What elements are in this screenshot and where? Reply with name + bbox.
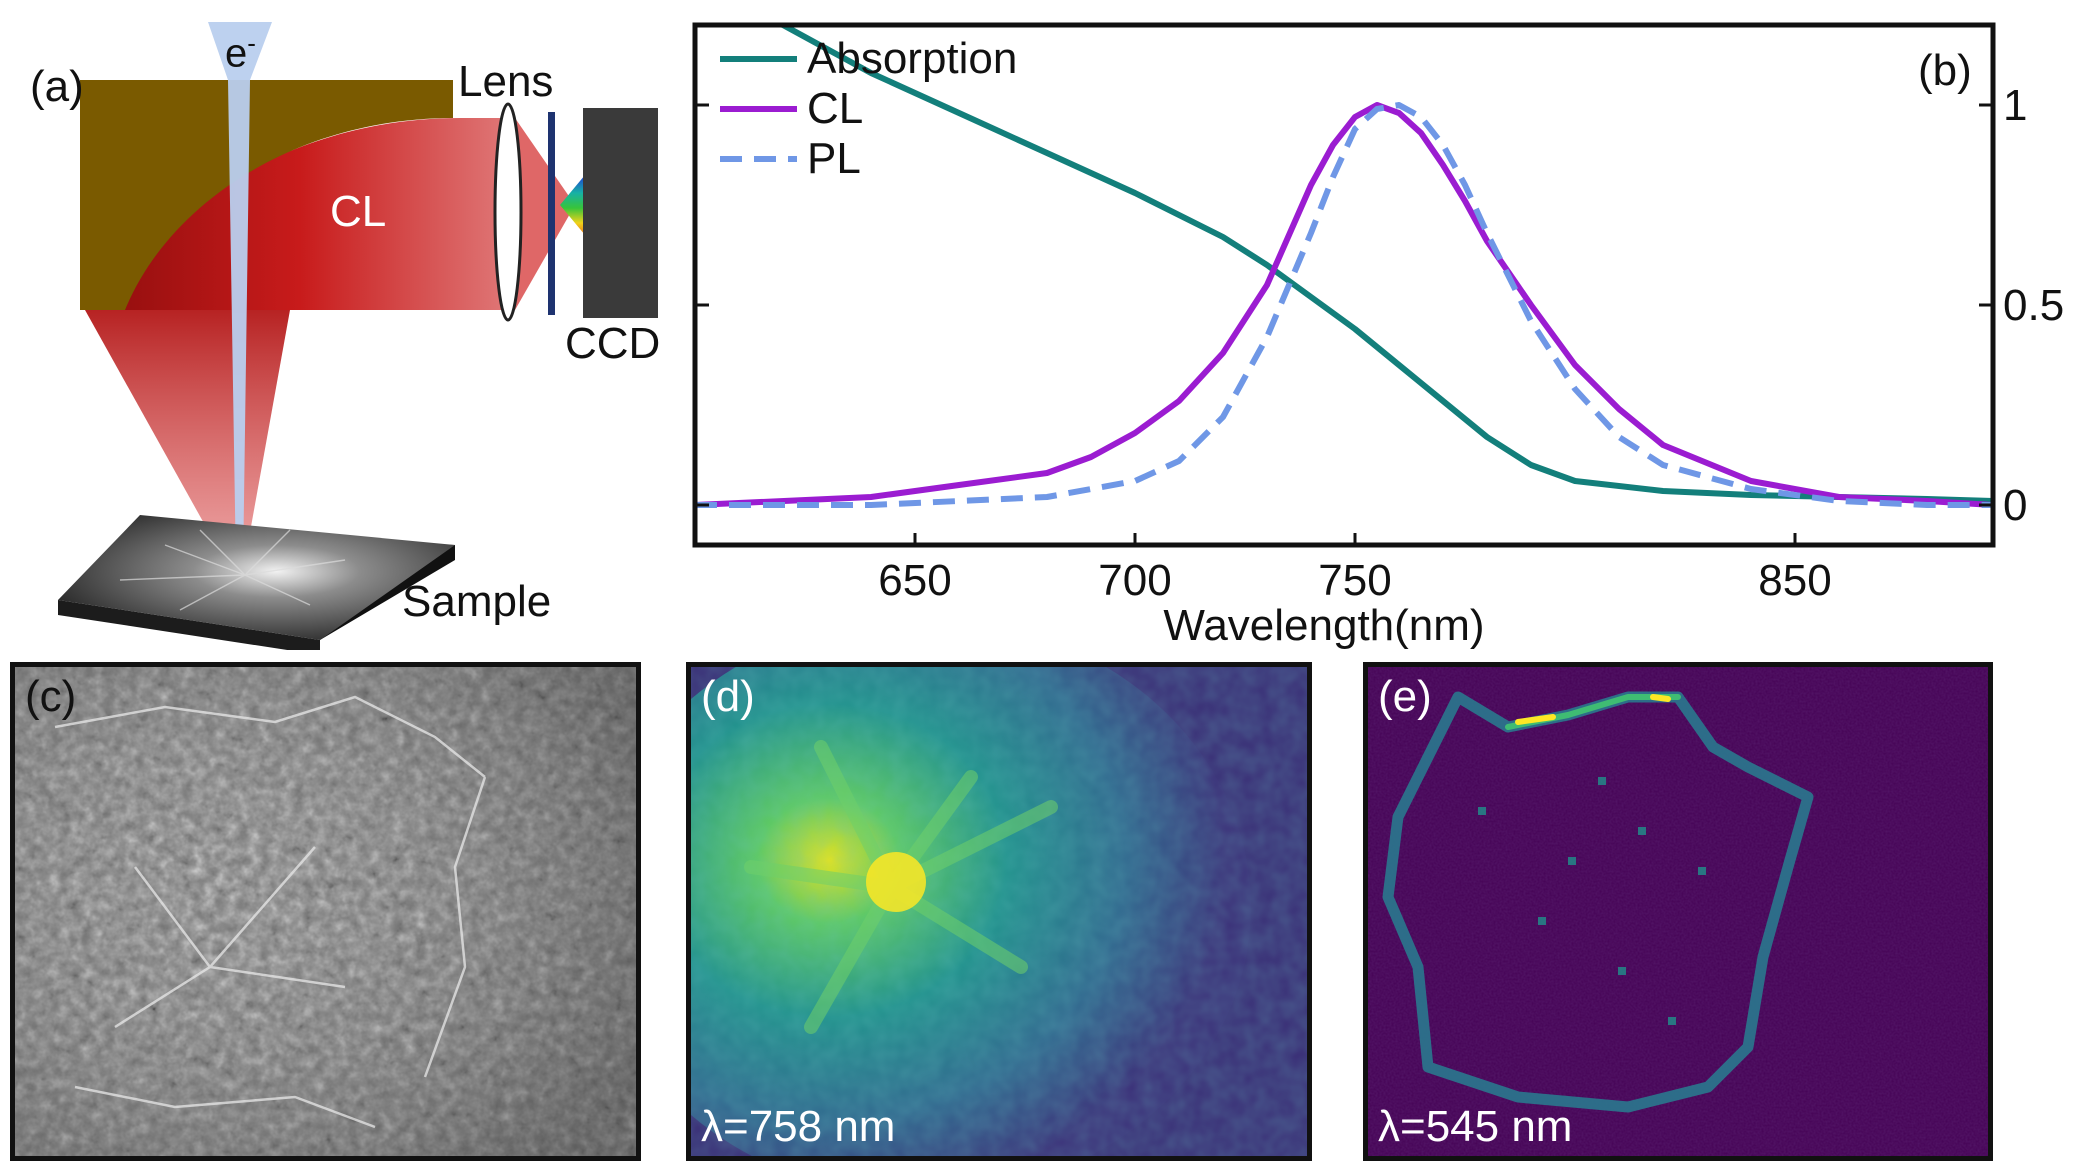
spectra-chart: 650 700 750 850 0 0.5 1 Wavelength(nm) Absorptio… — [692, 22, 2064, 650]
legend-label-absorption: Absorption — [807, 34, 1017, 83]
x-tick-label: 650 — [878, 556, 951, 605]
x-tick-label: 850 — [1758, 556, 1831, 605]
panel-b-label: (b) — [1918, 46, 1972, 95]
panel-d-wavelength: λ=758 nm — [701, 1102, 896, 1151]
panel-a: (a) e- Lens CL CCD Sample — [0, 0, 680, 650]
ccd-detector — [583, 108, 658, 318]
electron-charge: - — [247, 28, 256, 58]
cl-setup-schematic — [58, 22, 658, 650]
y-tick-label: 1 — [2003, 81, 2027, 130]
cl-map-545 — [1368, 667, 1988, 1156]
panel-c-label: (c) — [25, 672, 77, 721]
panel-e-wavelength: λ=545 nm — [1378, 1102, 1573, 1151]
panel-d-cl-map: (d) λ=758 nm — [686, 662, 1312, 1161]
cl-beam — [85, 118, 515, 310]
grain-boundary-emission — [1382, 691, 1814, 1113]
panel-e-cl-map: (e) λ=545 nm — [1363, 662, 1993, 1161]
series-line-cl — [695, 102, 1993, 508]
ccd-label: CCD — [565, 319, 661, 368]
x-tick-label: 700 — [1098, 556, 1171, 605]
x-tick-label: 750 — [1318, 556, 1391, 605]
x-axis-label: Wavelength(nm) — [1163, 601, 1484, 650]
y-tick-label: 0.5 — [2003, 281, 2064, 330]
panel-c-sem-image: (c) — [10, 662, 641, 1161]
spectrum-fan — [560, 175, 585, 235]
electron-label: e- — [225, 30, 256, 73]
cl-map-758 — [691, 667, 1307, 1156]
electron-beam — [208, 22, 272, 570]
panel-b: 650 700 750 850 0 0.5 1 Wavelength(nm) Absorptio… — [680, 0, 2093, 650]
y-tick-label: 0 — [2003, 481, 2027, 530]
panel-e-label: (e) — [1378, 672, 1432, 721]
legend-label-pl: PL — [807, 134, 861, 183]
panel-d-label: (d) — [701, 672, 755, 721]
cl-beam-focus — [515, 118, 575, 310]
sample-top — [58, 515, 455, 640]
lens-icon — [493, 102, 523, 322]
sample-side-front — [58, 600, 320, 650]
parabolic-mirror — [80, 80, 453, 310]
series-line-pl — [695, 102, 1993, 508]
sample-texture — [119, 529, 346, 611]
sample-label: Sample — [402, 577, 552, 626]
panel-a-label: (a) — [30, 62, 84, 111]
series-line-absorption — [769, 25, 1993, 504]
plot-frame — [692, 22, 1996, 548]
filter-bar — [548, 112, 555, 315]
sem-texture — [15, 667, 636, 1156]
emission-specks — [1478, 777, 1706, 1025]
lens-label: Lens — [458, 57, 554, 106]
cl-label: CL — [330, 187, 387, 236]
legend-label-cl: CL — [807, 84, 863, 133]
electron-symbol: e — [225, 31, 248, 76]
sem-grain-boundaries — [54, 695, 487, 1129]
